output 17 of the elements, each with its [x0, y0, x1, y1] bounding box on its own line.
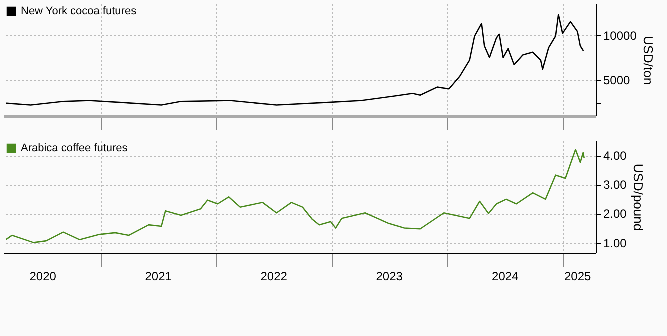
y-tick-label: 3.00 — [604, 178, 628, 192]
y-tick-label: 10000 — [604, 28, 638, 43]
x-tick-label: 2025 — [564, 270, 592, 284]
y-axis-title: USD/ton — [640, 36, 656, 86]
x-tick-label: 2021 — [145, 270, 172, 284]
x-tick-label: 2024 — [492, 270, 520, 284]
y-axis-title: USD/pound — [630, 164, 646, 232]
y-tick-label: 1.00 — [604, 236, 628, 250]
y-tick-label: 5000 — [604, 74, 631, 88]
x-tick-label: 2020 — [30, 270, 57, 284]
x-tick-label: 2023 — [376, 270, 404, 284]
legend-label: New York cocoa futures — [21, 6, 138, 18]
x-tick-label: 2022 — [260, 270, 288, 284]
line-series — [6, 14, 584, 106]
y-tick-label: 2.00 — [604, 207, 628, 222]
legend-label: Arabica coffee futures — [21, 142, 128, 154]
y-tick-label: 4.00 — [604, 149, 628, 164]
